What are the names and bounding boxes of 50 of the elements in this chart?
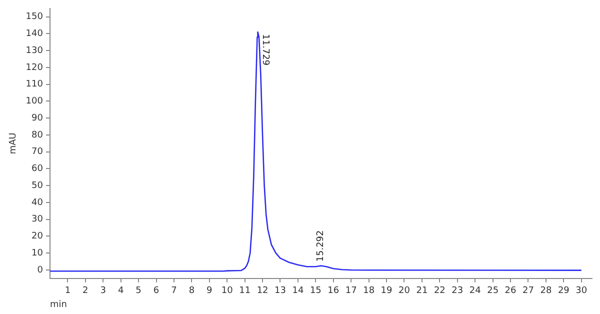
x-tick-label: 7: [171, 286, 177, 296]
y-tick-label: 50: [32, 180, 44, 191]
x-tick-label: 12: [256, 286, 268, 296]
y-tick-label: 40: [32, 198, 44, 208]
y-tick-label: 10: [32, 248, 44, 258]
y-tick-label: 90: [32, 113, 44, 124]
x-tick-label: 29: [558, 286, 570, 296]
y-tick-label: 70: [32, 147, 44, 158]
y-tick-label: 0: [37, 265, 44, 276]
y-tick-label: 140: [26, 29, 44, 40]
x-tick-label: 8: [188, 286, 195, 296]
x-tick-label: 27: [522, 286, 534, 296]
x-tick-label: 11: [239, 286, 251, 296]
y-tick-label: 150: [26, 12, 44, 22]
x-tick-label: 21: [416, 286, 428, 296]
x-tick-label: 30: [576, 286, 588, 296]
x-tick-label: 15: [310, 286, 322, 296]
y-tick-label: 60: [32, 164, 44, 174]
x-tick-label: 16: [328, 286, 340, 296]
y-tick-label: 20: [32, 232, 44, 242]
annotation: 11.729: [260, 34, 270, 66]
x-tick-label: 20: [398, 286, 410, 296]
annotation: 15.292: [316, 230, 326, 262]
x-tick-label: 25: [487, 286, 499, 296]
x-tick-label: 28: [540, 286, 552, 296]
y-tick-label: 110: [26, 80, 44, 90]
x-tick-label: 14: [292, 286, 304, 296]
x-tick-label: 10: [221, 286, 234, 296]
x-tick-label: 17: [345, 286, 357, 296]
x-tick-label: 3: [100, 286, 106, 296]
y-tick-label: 30: [32, 214, 44, 225]
x-tick-label: 6: [153, 286, 160, 296]
x-tick-label: 19: [380, 286, 393, 296]
y-axis-title: mAU: [8, 132, 19, 154]
x-tick-label: 26: [504, 286, 517, 296]
x-tick-label: 5: [136, 286, 142, 296]
x-tick-label: 13: [274, 286, 286, 296]
x-tick-label: 18: [363, 286, 375, 296]
x-tick-label: 1: [64, 286, 71, 296]
y-tick-label: 130: [26, 46, 44, 56]
x-tick-label: 23: [452, 286, 464, 296]
x-tick-label: 4: [118, 286, 124, 296]
x-tick-label: 24: [469, 286, 482, 296]
y-tick-label: 80: [32, 130, 44, 140]
x-axis-title: min: [50, 300, 67, 310]
x-tick-label: 9: [206, 286, 213, 296]
x-tick-label: 2: [82, 286, 88, 296]
y-tick-label: 100: [26, 96, 44, 107]
y-tick-label: 120: [26, 62, 44, 73]
x-tick-label: 22: [434, 286, 446, 296]
